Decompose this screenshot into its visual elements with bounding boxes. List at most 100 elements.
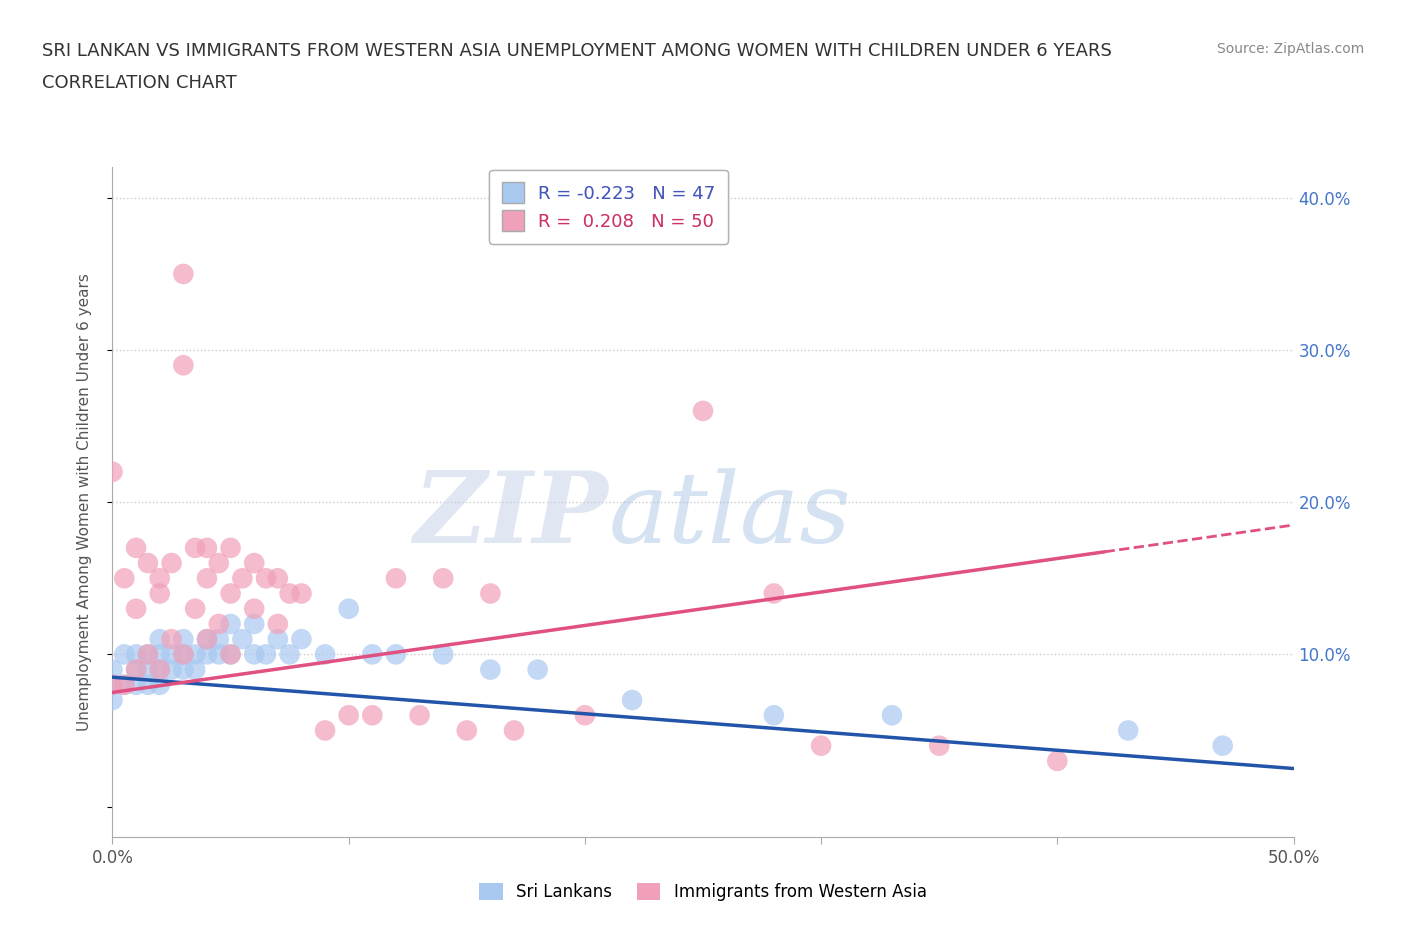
Point <box>337 602 360 617</box>
Point <box>208 631 231 646</box>
Point <box>278 647 301 662</box>
Point <box>172 647 194 662</box>
Point <box>101 464 124 479</box>
Point <box>219 540 242 555</box>
Point <box>125 602 148 617</box>
Point <box>184 540 207 555</box>
Point <box>195 631 218 646</box>
Point <box>762 586 785 601</box>
Point <box>101 693 124 708</box>
Point <box>136 647 159 662</box>
Point <box>208 555 231 570</box>
Point <box>219 647 242 662</box>
Point <box>149 586 172 601</box>
Point <box>125 677 148 692</box>
Point <box>149 647 172 662</box>
Point <box>314 647 336 662</box>
Point <box>762 708 785 723</box>
Point <box>243 617 266 631</box>
Point <box>112 677 135 692</box>
Point <box>692 404 714 418</box>
Point <box>267 617 290 631</box>
Point <box>149 571 172 586</box>
Point <box>385 571 408 586</box>
Point <box>112 571 135 586</box>
Point <box>243 602 266 617</box>
Point <box>278 586 301 601</box>
Point <box>479 586 502 601</box>
Point <box>195 647 218 662</box>
Point <box>621 693 644 708</box>
Text: SRI LANKAN VS IMMIGRANTS FROM WESTERN ASIA UNEMPLOYMENT AMONG WOMEN WITH CHILDRE: SRI LANKAN VS IMMIGRANTS FROM WESTERN AS… <box>42 42 1112 60</box>
Point <box>149 662 172 677</box>
Point <box>231 631 253 646</box>
Point <box>101 677 124 692</box>
Point <box>101 677 124 692</box>
Point <box>432 571 454 586</box>
Point <box>184 647 207 662</box>
Point <box>160 555 183 570</box>
Point <box>290 631 312 646</box>
Point <box>243 647 266 662</box>
Point <box>526 662 548 677</box>
Point <box>195 540 218 555</box>
Point <box>254 571 277 586</box>
Point <box>408 708 430 723</box>
Point <box>267 631 290 646</box>
Y-axis label: Unemployment Among Women with Children Under 6 years: Unemployment Among Women with Children U… <box>77 273 91 731</box>
Point <box>125 647 148 662</box>
Point <box>125 662 148 677</box>
Point <box>432 647 454 662</box>
Point <box>219 647 242 662</box>
Point <box>172 662 194 677</box>
Point <box>136 647 159 662</box>
Point <box>184 662 207 677</box>
Point <box>456 723 478 737</box>
Point <box>149 662 172 677</box>
Point <box>195 571 218 586</box>
Point <box>219 586 242 601</box>
Point <box>385 647 408 662</box>
Point <box>136 677 159 692</box>
Point <box>219 617 242 631</box>
Text: atlas: atlas <box>609 468 851 564</box>
Point <box>160 631 183 646</box>
Point <box>149 677 172 692</box>
Point <box>112 677 135 692</box>
Point <box>101 662 124 677</box>
Point <box>574 708 596 723</box>
Point <box>1116 723 1139 737</box>
Point <box>208 647 231 662</box>
Legend: Sri Lankans, Immigrants from Western Asia: Sri Lankans, Immigrants from Western Asi… <box>472 876 934 908</box>
Text: CORRELATION CHART: CORRELATION CHART <box>42 74 238 92</box>
Point <box>361 708 384 723</box>
Point <box>243 555 266 570</box>
Point <box>136 555 159 570</box>
Point <box>172 647 194 662</box>
Point <box>337 708 360 723</box>
Point <box>172 267 194 282</box>
Point <box>125 662 148 677</box>
Point <box>254 647 277 662</box>
Point <box>112 647 135 662</box>
Point <box>195 631 218 646</box>
Point <box>149 631 172 646</box>
Point <box>479 662 502 677</box>
Point <box>172 631 194 646</box>
Point <box>184 602 207 617</box>
Point <box>880 708 903 723</box>
Legend: R = -0.223   N = 47, R =  0.208   N = 50: R = -0.223 N = 47, R = 0.208 N = 50 <box>489 170 728 244</box>
Point <box>290 586 312 601</box>
Point <box>314 723 336 737</box>
Point <box>928 738 950 753</box>
Point <box>231 571 253 586</box>
Point <box>208 617 231 631</box>
Point <box>125 540 148 555</box>
Point <box>361 647 384 662</box>
Point <box>1046 753 1069 768</box>
Point <box>810 738 832 753</box>
Point <box>503 723 526 737</box>
Text: ZIP: ZIP <box>413 468 609 564</box>
Point <box>160 662 183 677</box>
Point <box>172 358 194 373</box>
